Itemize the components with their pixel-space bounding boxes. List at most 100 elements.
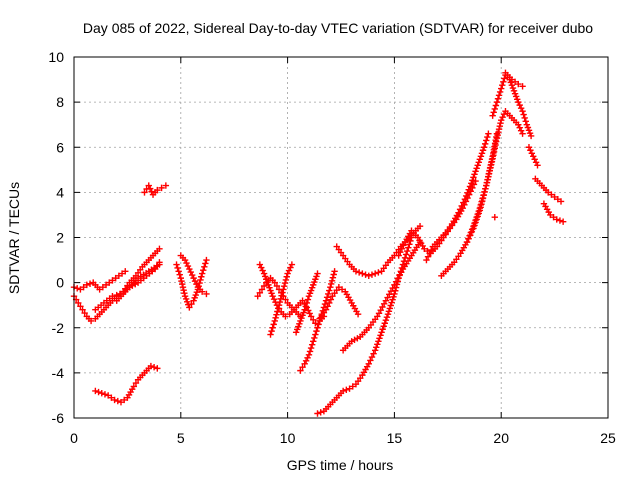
data-point (198, 273, 205, 280)
data-point (267, 331, 274, 338)
data-point (328, 277, 336, 285)
data-point (485, 130, 492, 137)
data-point (462, 192, 470, 200)
data-point (201, 263, 208, 271)
data-point (383, 314, 391, 321)
data-point (197, 276, 204, 284)
data-point (77, 303, 84, 310)
data-point (178, 277, 185, 285)
data-point (304, 296, 312, 303)
x-tick-label: 10 (280, 430, 296, 446)
data-point (130, 383, 138, 390)
data-point (455, 209, 462, 216)
y-tick-label: -4 (52, 365, 65, 381)
data-point (324, 290, 332, 298)
data-point (181, 289, 188, 297)
data-point (203, 290, 210, 298)
data-point (397, 248, 404, 256)
data-point (508, 76, 516, 83)
data-point (191, 277, 199, 285)
data-point (471, 171, 478, 178)
y-tick-label: 8 (56, 94, 64, 110)
data-point (355, 269, 363, 276)
series-track-t (438, 130, 501, 280)
data-point (519, 83, 526, 90)
data-point (404, 247, 411, 255)
series-track-d (113, 261, 163, 304)
data-point (461, 195, 469, 203)
data-point (458, 202, 465, 210)
data-point (385, 308, 393, 315)
data-point (463, 238, 471, 246)
data-point (327, 283, 334, 291)
data-point (187, 268, 194, 276)
data-point (122, 268, 129, 275)
y-tick-label: -2 (52, 320, 65, 336)
data-point (95, 388, 102, 396)
data-point (279, 289, 286, 296)
series-track-n (314, 234, 415, 417)
data-point (470, 174, 477, 181)
data-point (465, 186, 472, 193)
data-point (428, 246, 435, 254)
series-track-s (423, 130, 492, 264)
data-point (368, 271, 376, 278)
data-point (310, 338, 317, 345)
data-point (489, 112, 496, 119)
data-point (111, 396, 118, 404)
y-tick-label: 6 (56, 139, 64, 155)
data-point (180, 286, 187, 294)
data-point (528, 150, 536, 157)
data-point (511, 78, 519, 86)
data-point (398, 245, 406, 252)
data-point (479, 147, 487, 154)
series-track-p (339, 238, 424, 354)
chart-title: Day 085 of 2022, Sidereal Day-to-day VTE… (83, 20, 593, 36)
data-point (354, 311, 362, 318)
data-point (491, 145, 498, 152)
y-tick-label: -6 (52, 410, 65, 426)
data-point (495, 126, 503, 133)
data-point (173, 261, 180, 268)
data-point (307, 344, 315, 352)
data-point (120, 396, 128, 404)
data-point (297, 367, 304, 374)
data-point (499, 82, 506, 89)
data-point (378, 329, 385, 336)
data-point (492, 141, 499, 149)
data-point (115, 272, 123, 280)
data-point (468, 226, 476, 233)
data-point (367, 357, 374, 364)
data-point (198, 270, 206, 277)
data-point (474, 162, 481, 169)
data-point (494, 132, 501, 139)
data-point (407, 237, 414, 245)
data-point (176, 271, 183, 278)
series-track-b (70, 268, 129, 293)
data-point (531, 156, 538, 163)
data-point (479, 195, 486, 202)
data-point (395, 252, 402, 259)
data-point (343, 386, 350, 393)
data-point (466, 232, 473, 239)
data-point (359, 270, 366, 277)
data-point (260, 282, 268, 290)
data-point (551, 193, 558, 201)
data-point (183, 259, 190, 267)
data-point (179, 280, 186, 288)
data-point (478, 198, 485, 205)
series-track-y (532, 175, 565, 205)
data-point (179, 283, 187, 291)
data-point (285, 267, 293, 274)
data-point (485, 170, 493, 177)
data-point (373, 344, 380, 351)
data-point (493, 138, 500, 145)
data-point (315, 321, 322, 328)
series-track-h (177, 252, 210, 298)
data-point (150, 364, 158, 371)
series-track-z (540, 200, 567, 225)
plot-frame (73, 56, 609, 419)
data-point (475, 159, 482, 166)
data-point (98, 389, 105, 397)
data-point (306, 310, 313, 317)
